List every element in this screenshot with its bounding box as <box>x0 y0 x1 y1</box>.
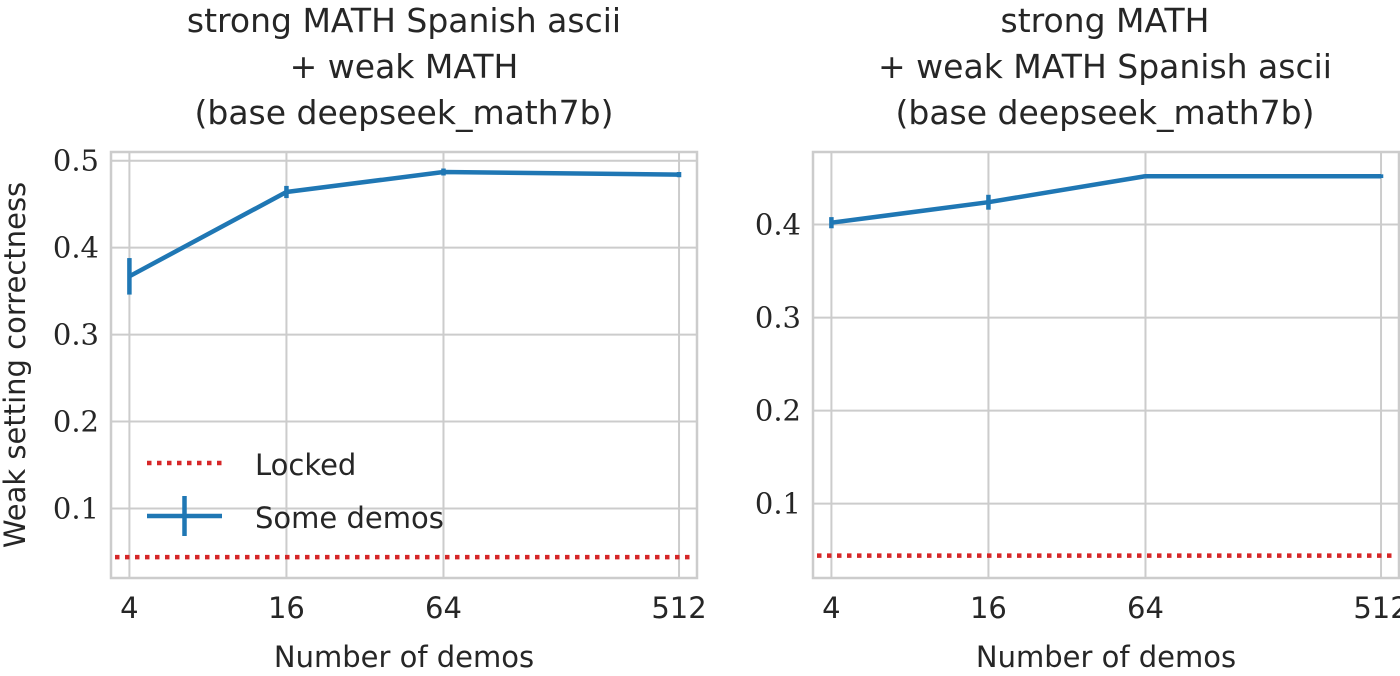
right-x-tick-label: 4 <box>822 591 840 625</box>
right-x-tick-labels: 4 16 64 512 <box>822 591 1400 625</box>
left-y-tick-label: 0.5 <box>53 144 99 178</box>
right-subplot: strong MATH + weak MATH Spanish ascii (b… <box>755 1 1400 674</box>
left-title-line-1: strong MATH Spanish ascii <box>187 1 621 40</box>
left-grid <box>111 152 697 578</box>
left-x-tick-label: 64 <box>425 591 462 625</box>
left-y-tick-labels: 0.1 0.2 0.3 0.4 0.5 <box>53 144 99 526</box>
right-y-tick-label: 0.3 <box>755 301 801 335</box>
right-x-tick-label: 64 <box>1127 591 1164 625</box>
left-x-tick-label: 512 <box>651 591 706 625</box>
left-x-tick-labels: 4 16 64 512 <box>120 591 707 625</box>
right-y-tick-label: 0.4 <box>755 208 801 242</box>
left-series-layer <box>127 168 682 295</box>
right-title-line-3: (base deepseek_math7b) <box>896 93 1315 132</box>
left-plot-frame <box>109 150 699 580</box>
left-x-tick-label: 16 <box>268 591 305 625</box>
right-plot-frame <box>811 150 1400 580</box>
right-y-tick-label: 0.2 <box>755 394 801 428</box>
y-axis-label: Weak setting correctness <box>0 182 32 548</box>
right-series-layer <box>829 173 1384 229</box>
right-some-demos-line <box>831 173 1381 225</box>
right-y-tick-label: 0.1 <box>755 487 801 521</box>
left-y-tick-label: 0.2 <box>53 405 99 439</box>
right-x-tick-label: 16 <box>970 591 1007 625</box>
right-x-tick-label: 512 <box>1353 591 1400 625</box>
left-x-tick-label: 4 <box>120 591 138 625</box>
right-y-tick-labels: 0.1 0.2 0.3 0.4 <box>755 208 801 521</box>
left-some-demos-line <box>128 169 680 279</box>
left-y-tick-label: 0.4 <box>53 231 99 265</box>
right-title-line-2: + weak MATH Spanish ascii <box>878 47 1332 86</box>
left-title-line-2: + weak MATH <box>290 47 519 86</box>
left-y-tick-label: 0.3 <box>53 318 99 352</box>
legend-some-demos-label: Some demos <box>255 501 444 535</box>
right-x-axis-label: Number of demos <box>976 640 1236 674</box>
left-subplot: strong MATH Spanish ascii + weak MATH (b… <box>0 1 707 674</box>
right-title-line-1: strong MATH <box>1001 1 1210 40</box>
left-y-tick-label: 0.1 <box>53 491 99 525</box>
legend: Locked Some demos <box>147 448 444 536</box>
left-title-line-3: (base deepseek_math7b) <box>195 93 614 132</box>
legend-locked-label: Locked <box>255 448 356 482</box>
left-x-axis-label: Number of demos <box>274 640 534 674</box>
right-grid <box>813 152 1399 578</box>
